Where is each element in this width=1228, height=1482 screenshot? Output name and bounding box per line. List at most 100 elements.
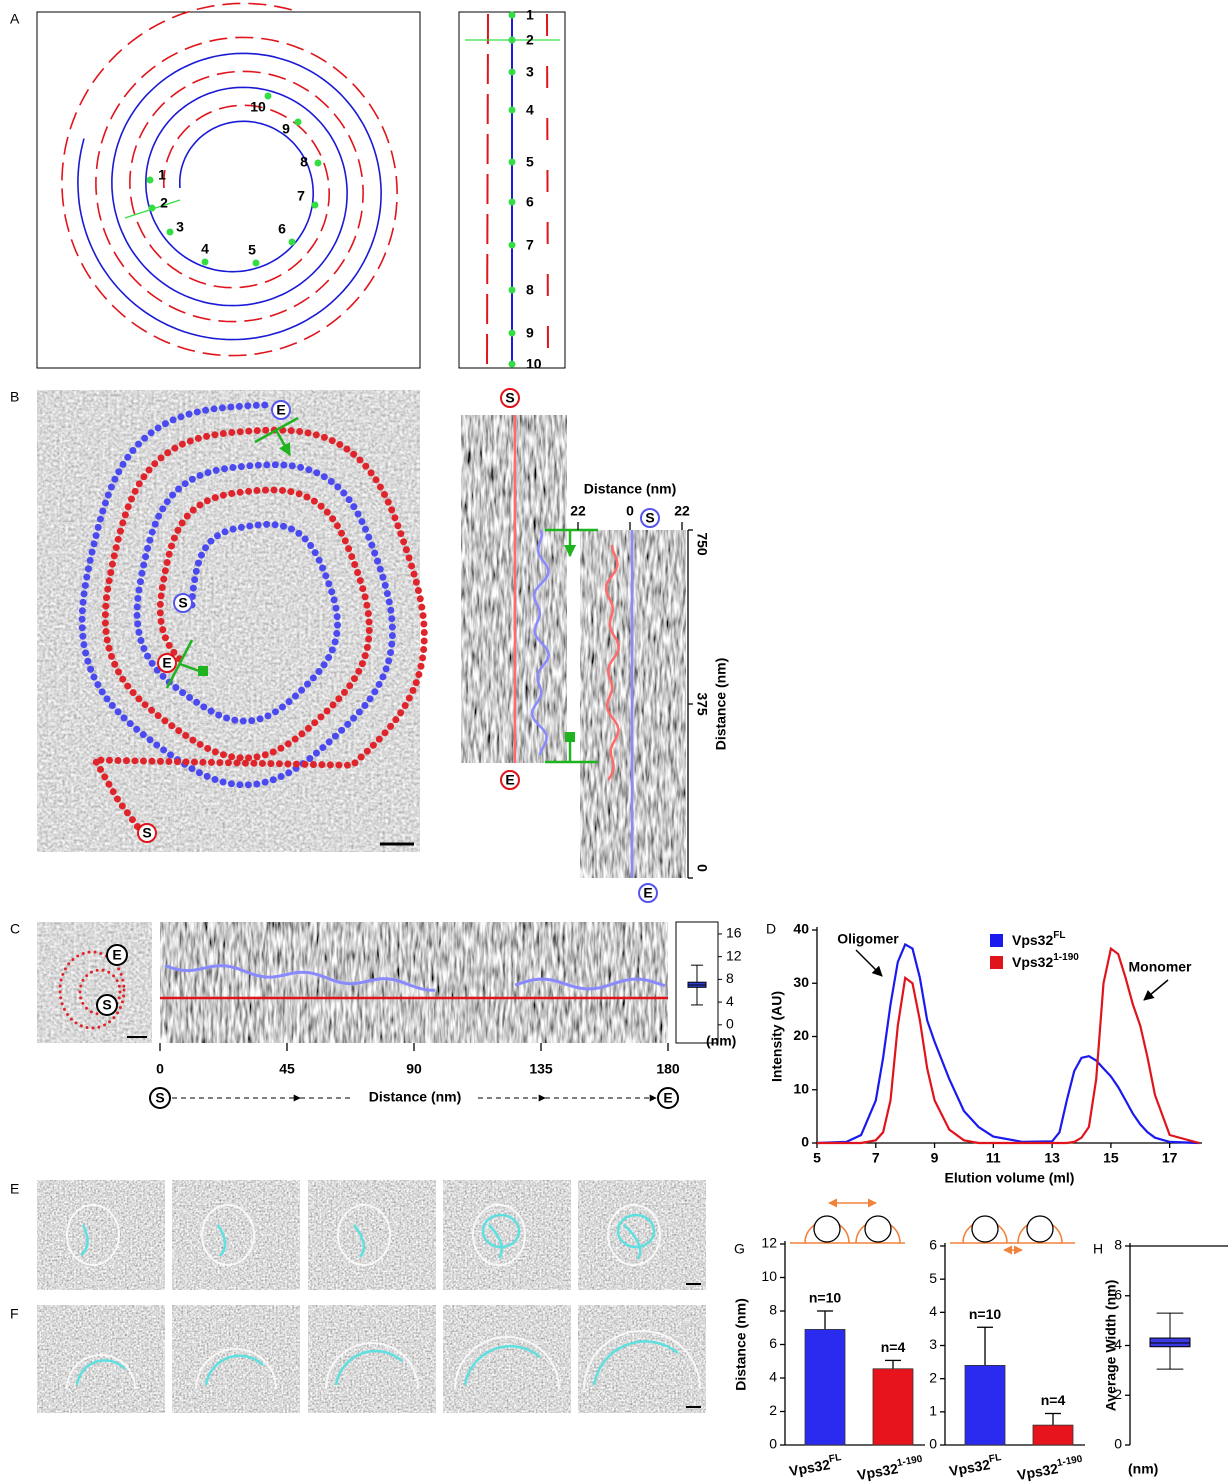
y-tick-label: 6: [769, 1335, 777, 1351]
box: [1149, 1337, 1191, 1348]
category-name: Vps32: [788, 1456, 832, 1479]
x-tick-label: 13: [1044, 1150, 1060, 1166]
x-tick-label: 135: [529, 1061, 553, 1077]
y-tick-label: 30: [793, 974, 809, 990]
filament-trace: [488, 1224, 504, 1259]
y-axis-label: Distance (nm): [713, 658, 729, 751]
y-axis-label: Average Width (nm): [1103, 1280, 1119, 1412]
y-tick-label: 375: [694, 692, 710, 716]
marker-label: E: [643, 885, 652, 901]
legend-entry: Vps32FL: [1012, 930, 1065, 948]
y-tick-label: 16: [726, 925, 742, 941]
filament-trace: [80, 1224, 89, 1256]
x-tick-label: 90: [406, 1061, 422, 1077]
marker-label: E: [162, 655, 171, 671]
marker-label: E: [663, 1090, 672, 1106]
y-tick-label: 8: [726, 970, 734, 986]
y-tick-label: 12: [726, 947, 742, 963]
membrane: [201, 1204, 255, 1266]
data-line: [817, 946, 1200, 1145]
x-axis-label: Distance (nm): [584, 481, 677, 497]
sample-point: [508, 329, 516, 337]
marker-circle: [137, 823, 157, 843]
schematic-circle: [971, 1215, 999, 1243]
y-tick-label: 40: [793, 921, 809, 937]
x-tick-label: Vps32FL: [947, 1452, 1003, 1479]
x-tick-label: 15: [1103, 1150, 1119, 1166]
x-axis-label: Elution volume (ml): [945, 1170, 1075, 1186]
category-superscript: FL: [828, 1452, 842, 1465]
point-label: 2: [526, 32, 534, 48]
y-tick-label: 0: [694, 864, 710, 872]
x-tick-label: 9: [931, 1150, 939, 1166]
green-mark: [198, 666, 208, 676]
annotation: Monomer: [1129, 959, 1193, 975]
marker-circle: [657, 1087, 679, 1109]
marker-circle: [96, 994, 118, 1016]
blue-trace: [514, 977, 666, 991]
legend-swatch: [990, 956, 1003, 969]
x-tick-label: 7: [872, 1150, 880, 1166]
y-tick-label: 10: [793, 1080, 809, 1096]
point-label: 10: [526, 356, 542, 372]
membrane: [607, 1204, 661, 1266]
point-label: 5: [248, 242, 256, 258]
marker-label: E: [276, 402, 285, 418]
unit-label: (nm): [1128, 1461, 1158, 1477]
sample-point: [508, 106, 516, 114]
panel-letter: E: [10, 1181, 19, 1197]
y-tick-label: 0: [801, 1134, 809, 1150]
n-label: n=10: [969, 1306, 1002, 1322]
sample-point: [252, 259, 260, 267]
y-tick-label: 0: [1114, 1436, 1122, 1452]
red-edge: [546, 13, 549, 367]
tomogram-tiles: [37, 1180, 706, 1413]
sample-point: [508, 36, 516, 44]
y-tick-label: 4: [769, 1369, 777, 1385]
marker-label: S: [102, 997, 111, 1013]
y-tick-label: 750: [694, 532, 710, 556]
tomogram-tile: [578, 1305, 706, 1413]
x-tick-label: 5: [813, 1150, 821, 1166]
panel-c-kymograph: [160, 922, 668, 1043]
marker-label: S: [505, 390, 514, 406]
membrane: [325, 1342, 419, 1390]
marker-label: S: [645, 510, 654, 526]
dotted-trace: [88, 426, 428, 834]
y-tick-label: 1: [929, 1403, 937, 1419]
membrane: [472, 1204, 526, 1266]
sample-point: [146, 176, 154, 184]
y-tick-label: 8: [769, 1302, 777, 1318]
legend-superscript: FL: [1053, 930, 1065, 941]
y-tick-label: 2: [1114, 1386, 1122, 1402]
point-label: 8: [300, 154, 308, 170]
red-trace: [604, 544, 620, 781]
marker-label: S: [178, 595, 187, 611]
green-mark: [274, 429, 292, 457]
unit-label: (nm): [706, 1033, 736, 1049]
filament-trace: [75, 1359, 126, 1386]
x-tick-label: Vps321-190: [855, 1453, 924, 1482]
filament-trace: [216, 1224, 227, 1257]
y-tick-label: 20: [793, 1027, 809, 1043]
filament-trace: [616, 1213, 656, 1249]
tomogram-tile: [308, 1180, 436, 1290]
sample-point: [148, 204, 156, 212]
category-name: Vps32: [856, 1460, 900, 1482]
point-label: 3: [176, 219, 184, 235]
x-tick-label: 17: [1162, 1150, 1178, 1166]
marker-label: E: [505, 772, 514, 788]
point-label: 8: [526, 282, 534, 298]
legend-swatch: [990, 934, 1003, 947]
marker-label: E: [112, 947, 121, 963]
panel-letter: H: [1093, 1241, 1103, 1257]
sample-point: [508, 198, 516, 206]
legend-entry: Vps321-190: [1012, 952, 1079, 970]
sample-point: [288, 238, 296, 246]
schematic-circle: [813, 1215, 841, 1243]
sample-point: [166, 228, 174, 236]
x-tick-label: 0: [156, 1061, 164, 1077]
point-label: 5: [526, 154, 534, 170]
legend-name: Vps32: [1012, 932, 1053, 948]
panel-a-frame: [36, 11, 421, 369]
